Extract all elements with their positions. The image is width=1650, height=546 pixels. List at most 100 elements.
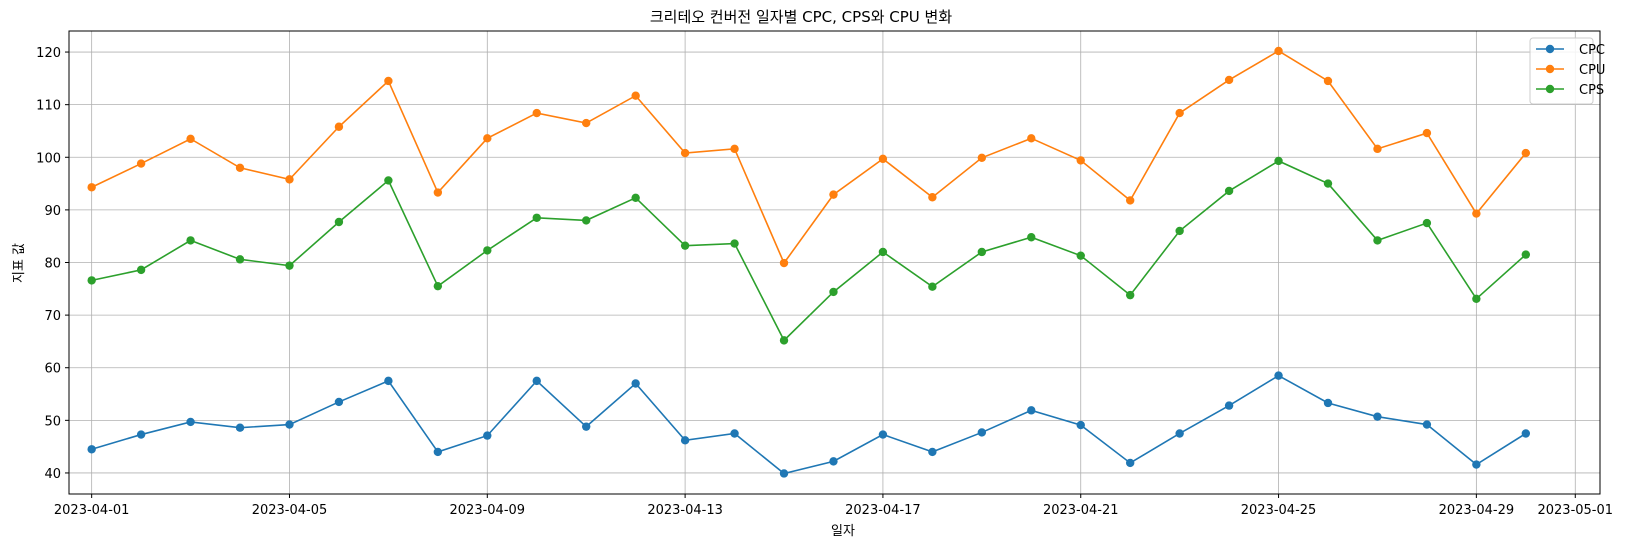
data-point-cpu xyxy=(285,175,294,184)
data-point-cpu xyxy=(1175,108,1184,118)
data-point-cpc xyxy=(384,376,393,386)
y-axis-label: 지표 값 xyxy=(12,243,27,283)
data-point-cpc xyxy=(730,429,739,438)
data-point-cps xyxy=(1472,294,1481,304)
data-point-cpu xyxy=(87,183,96,192)
data-point-cpu xyxy=(235,163,245,172)
data-point-cps xyxy=(1125,290,1135,300)
x-tick-label: 2023-04-05 xyxy=(252,503,328,518)
data-point-cps xyxy=(532,213,541,222)
data-point-cps xyxy=(384,176,393,185)
data-point-cps xyxy=(582,216,591,225)
x-tick-label: 2023-04-17 xyxy=(845,503,921,518)
data-point-cpu xyxy=(433,188,443,197)
plot-series xyxy=(87,46,1531,478)
data-point-cpu xyxy=(582,118,591,128)
data-point-cpc xyxy=(433,447,443,457)
data-point-cps xyxy=(1224,186,1234,196)
data-point-cps xyxy=(136,265,146,275)
data-point-cpc xyxy=(532,376,541,386)
data-point-cpu xyxy=(878,154,888,164)
series-line-cpc xyxy=(91,374,1527,475)
data-point-cpu xyxy=(1521,148,1531,158)
data-point-cpc xyxy=(1175,429,1184,438)
legend-item-cpc: CPC xyxy=(1536,43,1605,58)
data-point-cpc xyxy=(186,417,195,427)
chart-title: 크리테오 컨버전 일자별 CPC, CPS와 CPU 변화 xyxy=(650,8,953,26)
data-point-cps xyxy=(1274,156,1283,166)
grid-lines xyxy=(69,31,1600,494)
data-point-cpu xyxy=(1422,128,1432,138)
x-tick-label: 2023-04-25 xyxy=(1241,503,1317,518)
data-point-cpc xyxy=(285,420,294,429)
data-point-cpc xyxy=(829,457,838,466)
data-point-cps xyxy=(1323,179,1333,188)
data-point-cpu xyxy=(680,148,690,158)
series-line-cps xyxy=(91,160,1527,342)
legend-swatch-marker xyxy=(1545,84,1555,94)
data-point-cpc xyxy=(631,379,640,388)
data-point-cps xyxy=(334,217,344,227)
y-tick-label: 100 xyxy=(36,151,61,166)
legend-label: CPS xyxy=(1579,83,1604,98)
data-point-cpc xyxy=(136,430,146,439)
data-point-cpc xyxy=(1125,458,1135,468)
data-point-cpu xyxy=(631,91,640,100)
data-point-cps xyxy=(1521,250,1531,259)
y-tick-label: 110 xyxy=(36,99,61,114)
data-point-cps xyxy=(186,236,195,245)
data-point-cpc xyxy=(1521,429,1531,438)
x-tick-label: 2023-04-29 xyxy=(1439,503,1515,518)
data-point-cpc xyxy=(1472,460,1481,469)
data-point-cpu xyxy=(1125,196,1135,205)
data-point-cpc xyxy=(1373,412,1382,421)
legend-label: CPC xyxy=(1579,43,1605,58)
y-tick-label: 90 xyxy=(44,204,61,219)
legend-item-cps: CPS xyxy=(1536,83,1604,98)
data-point-cpu xyxy=(186,134,195,144)
data-point-cps xyxy=(779,336,789,345)
data-point-cpu xyxy=(1027,134,1036,143)
legend-label: CPU xyxy=(1579,63,1605,78)
data-point-cpu xyxy=(829,190,838,199)
data-point-cpu xyxy=(730,144,739,154)
data-point-cpu xyxy=(1274,46,1283,56)
x-tick-label: 2023-04-01 xyxy=(54,503,130,518)
y-tick-label: 120 xyxy=(36,46,61,61)
data-point-cpu xyxy=(334,122,344,131)
data-point-cpc xyxy=(334,397,344,407)
legend: CPC CPU CPS xyxy=(1529,37,1605,105)
data-point-cpc xyxy=(928,447,937,457)
x-tick-label: 2023-04-09 xyxy=(450,503,526,518)
data-point-cps xyxy=(1027,233,1036,242)
data-point-cps xyxy=(235,255,245,264)
y-tick-label: 70 xyxy=(44,309,61,324)
data-point-cps xyxy=(87,276,96,285)
data-point-cpc xyxy=(235,423,245,432)
data-point-cps xyxy=(483,246,492,255)
data-point-cpc xyxy=(87,445,96,454)
legend-item-cpu: CPU xyxy=(1536,63,1605,78)
data-point-cpu xyxy=(779,258,789,268)
series-cpu xyxy=(87,46,1531,268)
x-tick-label: 2023-04-13 xyxy=(647,503,723,518)
series-cpc xyxy=(87,371,1531,478)
data-point-cpu xyxy=(1224,75,1234,85)
data-point-cpu xyxy=(1472,209,1481,218)
data-point-cpc xyxy=(680,436,690,445)
data-point-cpu xyxy=(1323,76,1333,86)
legend-box xyxy=(1529,37,1594,105)
data-point-cpu xyxy=(532,108,541,118)
data-point-cpc xyxy=(779,469,789,478)
x-axis-ticks: 2023-04-01 2023-04-05 2023-04-09 2023-04-13… xyxy=(54,494,1613,518)
data-point-cps xyxy=(829,287,838,297)
data-point-cps xyxy=(977,247,987,257)
data-point-cps xyxy=(631,193,640,202)
data-point-cpu xyxy=(928,193,937,202)
series-cps xyxy=(87,156,1531,345)
data-point-cpc xyxy=(878,430,888,439)
data-point-cps xyxy=(1076,251,1085,260)
x-axis-label: 일자 xyxy=(831,524,855,539)
y-axis-ticks: 40 50 60 70 80 90 100 110 120 xyxy=(36,46,69,482)
